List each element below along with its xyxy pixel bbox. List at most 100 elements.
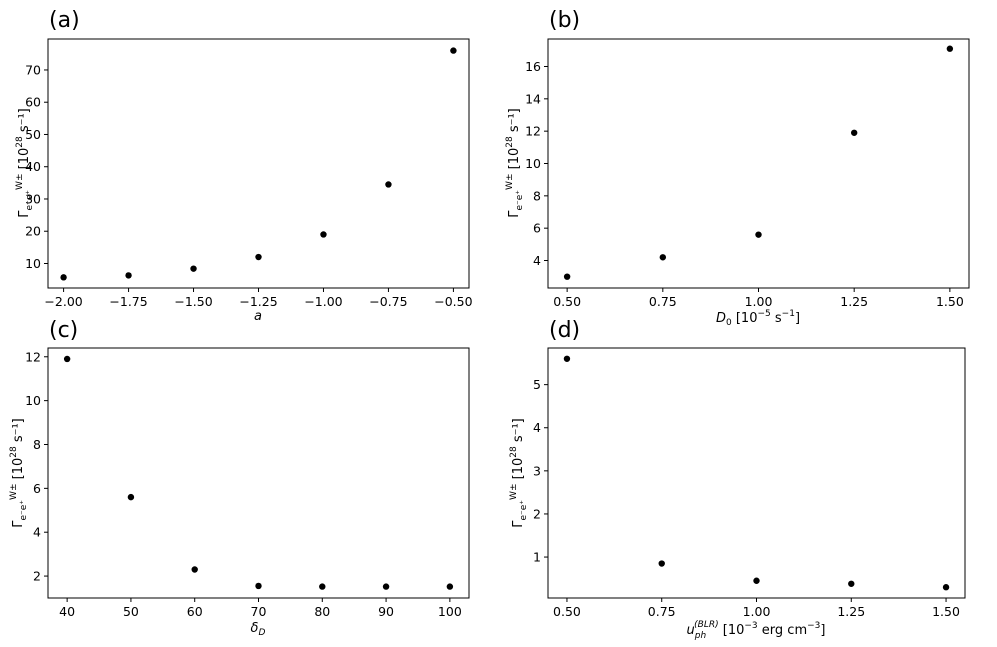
panel-a-data-point	[385, 181, 392, 188]
panel-a-frame	[47, 38, 470, 289]
panel-c-data-point	[63, 355, 71, 363]
panel-c-data-point	[255, 582, 262, 590]
svg-text:D0 [10−5 s−1]: D0 [10−5 s−1]	[716, 309, 800, 328]
panel-c-x-ticks: 40 50 60 70 80 90 100	[59, 598, 462, 619]
panel-c-y-tick-label: 8	[33, 437, 41, 452]
panel-d-y-tick-label: 3	[533, 463, 541, 478]
panel-a-x-tick-label: −1.00	[304, 294, 342, 309]
panel-d-y-tick-label: 4	[533, 420, 541, 435]
panel-b-data-point	[946, 45, 954, 52]
panel-a-data-point	[255, 253, 262, 261]
panel-d-x-tick-label: 1.50	[932, 604, 960, 619]
panel-c-data-point	[382, 583, 390, 590]
panel-a-x-tick-label: −2.00	[44, 294, 82, 309]
panel-a-x-tick-label: −1.50	[174, 294, 212, 309]
panel-b-x-tick-label: 0.50	[553, 294, 581, 309]
panel-a-points	[60, 47, 457, 281]
panel-c-y-tick-label: 10	[25, 393, 41, 408]
panel-a-y-tick-label: 30	[25, 191, 41, 206]
panel-c-frame	[47, 347, 470, 599]
panel-b-data-point	[755, 231, 762, 238]
panel-a: (a) −2.00 −1.75 −1.50 −1.25 −1.00 −0.75 −0.50 …	[15, 8, 473, 324]
panel-c-x-tick-label: 100	[438, 604, 462, 619]
panel-a-data-point	[450, 47, 457, 54]
panel-a-data-point	[125, 272, 132, 279]
panel-a-y-tick-label: 60	[25, 95, 41, 110]
panel-d-x-tick-label: 0.75	[648, 604, 676, 619]
panel-c-y-tick-label: 6	[33, 481, 41, 496]
panel-c-label: (c)	[49, 318, 78, 343]
panel-a-x-tick-label: −1.25	[239, 294, 277, 309]
panel-d-frame	[547, 347, 966, 599]
panel-b-label: (b)	[549, 8, 580, 33]
panel-b-y-ticks: 4 6 8 10 12 14 16	[525, 59, 548, 268]
panel-d-data-point	[563, 355, 571, 362]
svg-text:uph(BLR) [10−3 erg cm−3]: uph(BLR) [10−3 erg cm−3]	[687, 620, 826, 641]
panel-c-x-axis-label: δD	[251, 621, 266, 638]
panel-b-data-point	[659, 254, 667, 261]
panel-a-y-tick-label: 20	[25, 224, 41, 239]
svg-text:δD: δD	[251, 621, 266, 638]
panel-b-y-tick-label: 10	[525, 156, 541, 171]
panel-c-x-tick-label: 70	[251, 604, 267, 619]
panel-c-points	[63, 355, 454, 590]
panel-d-y-tick-label: 2	[533, 506, 541, 521]
panel-c-y-axis-label: Γe⁻e⁺W± [1028 s⁻¹]	[9, 418, 29, 528]
panel-d-label: (d)	[549, 318, 580, 343]
panel-a-x-ticks: −2.00 −1.75 −1.50 −1.25 −1.00 −0.75 −0.50	[44, 288, 473, 309]
panel-c-x-tick-label: 40	[59, 604, 75, 619]
panel-b-y-tick-label: 12	[525, 124, 541, 139]
panel-b-frame	[547, 38, 970, 289]
panel-b: (b) 0.50 0.75 1.00 1.25 1.50 4 6 8 10 12 14 16 D0 …	[505, 8, 970, 328]
panel-a-label: (a)	[49, 8, 80, 33]
svg-text:Γe⁻e⁺W± [1028 s⁻¹]: Γe⁻e⁺W± [1028 s⁻¹]	[509, 418, 529, 528]
panel-a-y-axis-label: Γe⁻e⁺W± [1028 s⁻¹]	[15, 108, 35, 218]
panel-b-y-tick-label: 14	[525, 91, 541, 106]
panel-c-data-point	[319, 583, 326, 590]
panel-b-x-ticks: 0.50 0.75 1.00 1.25 1.50	[553, 288, 964, 309]
panel-b-y-axis-label: Γe⁻e⁺W± [1028 s⁻¹]	[505, 108, 525, 218]
panel-a-y-tick-label: 10	[25, 256, 41, 271]
panel-d-y-tick-label: 1	[533, 550, 541, 565]
panel-c-y-tick-label: 2	[33, 569, 41, 584]
panel-d-x-axis-label: uph(BLR) [10−3 erg cm−3]	[687, 620, 826, 641]
panel-b-data-point	[850, 129, 858, 136]
panel-c: (c) 40 50 60 70 80 90 100 2 4 6 8 10 12 δD Γe⁻e⁺W± …	[9, 318, 470, 638]
panel-a-x-tick-label: −1.75	[109, 294, 147, 309]
panel-b-y-tick-label: 6	[533, 221, 541, 236]
panel-d-data-point	[658, 560, 665, 567]
panel-a-y-tick-label: 50	[25, 127, 41, 142]
panel-a-data-point	[190, 265, 197, 272]
panel-d-x-tick-label: 1.25	[837, 604, 865, 619]
panel-a-x-tick-label: −0.50	[434, 294, 472, 309]
panel-c-y-tick-label: 12	[25, 349, 41, 364]
panel-a-y-ticks: 10 20 30 40 50 60 70	[25, 62, 48, 271]
panel-d-y-ticks: 1 2 3 4 5	[533, 377, 548, 565]
panel-b-y-tick-label: 16	[525, 59, 541, 74]
panel-b-x-tick-label: 1.25	[840, 294, 868, 309]
panel-d: (d) 0.50 0.75 1.00 1.25 1.50 1 2 3 4 5 uph(BLR) …	[509, 318, 966, 641]
panel-d-x-ticks: 0.50 0.75 1.00 1.25 1.50	[553, 598, 960, 619]
svg-text:Γe⁻e⁺W± [1028 s⁻¹]: Γe⁻e⁺W± [1028 s⁻¹]	[9, 418, 29, 528]
panel-b-y-tick-label: 8	[533, 188, 541, 203]
panel-c-data-point	[446, 583, 454, 590]
panel-a-data-point	[320, 231, 327, 238]
panel-a-x-tick-label: −0.75	[369, 294, 407, 309]
panel-d-data-point	[848, 580, 855, 587]
panel-b-data-point	[563, 273, 571, 280]
svg-text:Γe⁻e⁺W± [1028 s⁻¹]: Γe⁻e⁺W± [1028 s⁻¹]	[505, 108, 525, 218]
panel-a-x-axis-label: a	[254, 309, 262, 324]
panel-d-points	[563, 355, 950, 591]
panel-a-data-point	[60, 274, 67, 281]
panel-b-x-tick-label: 0.75	[649, 294, 677, 309]
panel-b-points	[563, 45, 954, 280]
panel-c-x-tick-label: 90	[378, 604, 394, 619]
panel-d-x-tick-label: 0.50	[553, 604, 581, 619]
panel-b-x-tick-label: 1.50	[936, 294, 964, 309]
panel-d-y-axis-label: Γe⁻e⁺W± [1028 s⁻¹]	[509, 418, 529, 528]
panel-c-y-ticks: 2 4 6 8 10 12	[25, 349, 48, 584]
panel-c-data-point	[191, 566, 198, 573]
panel-b-y-tick-label: 4	[533, 253, 541, 268]
panel-d-y-tick-label: 5	[533, 377, 541, 392]
